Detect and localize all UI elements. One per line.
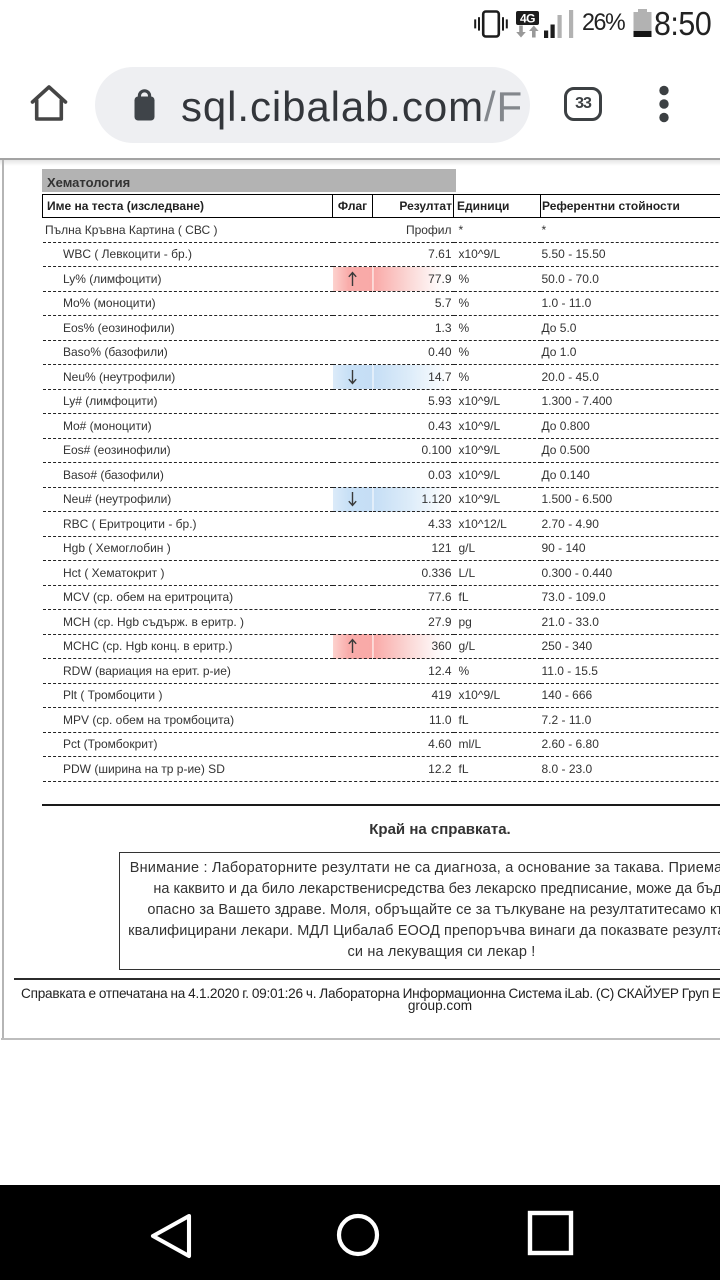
- svg-text:4G: 4G: [520, 12, 535, 26]
